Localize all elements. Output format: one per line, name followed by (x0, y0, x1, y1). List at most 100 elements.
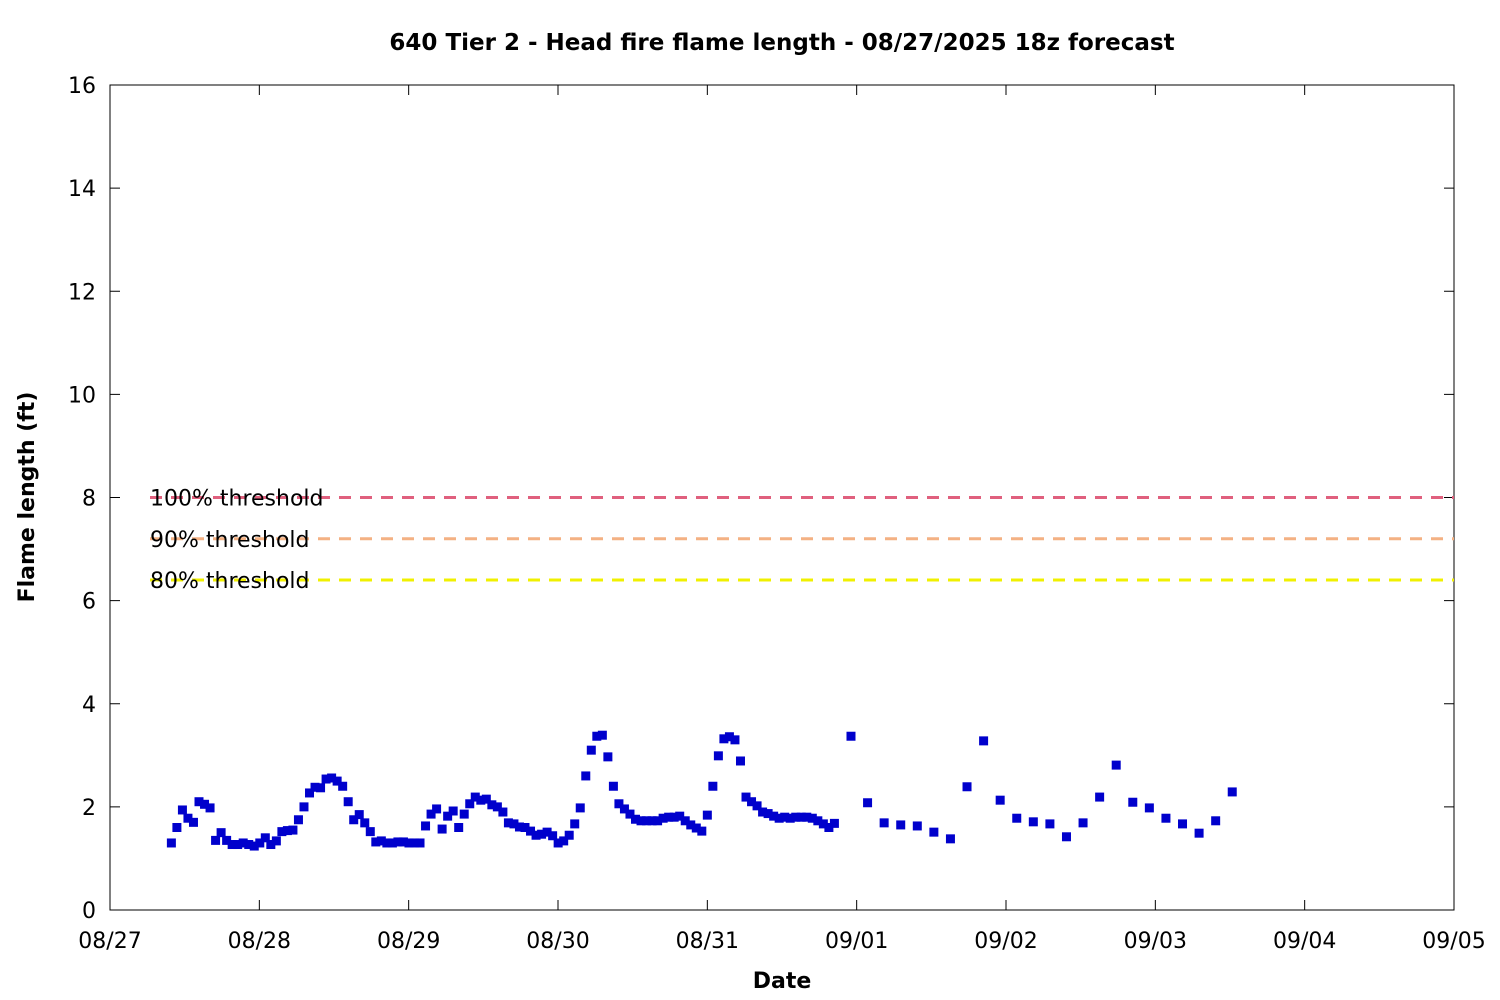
data-point (785, 813, 795, 823)
x-axis-label: Date (753, 969, 812, 994)
x-tick-label: 08/31 (676, 929, 739, 954)
data-point (774, 813, 784, 823)
data-point (432, 804, 442, 814)
data-point (371, 837, 381, 847)
data-point (807, 813, 817, 823)
data-point (1178, 819, 1188, 829)
data-point (1111, 760, 1121, 770)
data-point (332, 776, 342, 786)
data-point (1028, 817, 1038, 827)
data-point (244, 840, 254, 850)
data-point (680, 816, 690, 826)
data-point (1012, 813, 1022, 823)
data-point (387, 838, 397, 848)
data-point (691, 823, 701, 833)
data-point (995, 795, 1005, 805)
data-point (575, 803, 585, 813)
data-point (293, 815, 303, 825)
data-point (360, 818, 370, 828)
data-point (542, 827, 552, 837)
y-tick-label: 0 (82, 899, 96, 924)
y-tick-label: 8 (82, 487, 96, 512)
data-point (211, 835, 221, 845)
x-tick-label: 09/05 (1422, 929, 1485, 954)
data-point (1194, 828, 1204, 838)
data-point (647, 816, 657, 826)
data-point (829, 818, 839, 828)
data-point (747, 797, 757, 807)
x-tick-label: 09/04 (1273, 929, 1336, 954)
data-point (631, 814, 641, 824)
data-point (216, 828, 226, 838)
data-point (282, 826, 292, 836)
data-point (321, 774, 331, 784)
threshold-label: 80% threshold (150, 569, 310, 594)
data-point (531, 830, 541, 840)
data-point (653, 816, 663, 826)
data-point (1227, 787, 1237, 797)
data-point (664, 812, 674, 822)
data-point (459, 809, 469, 819)
data-point (310, 782, 320, 792)
data-point (188, 817, 198, 827)
data-point (1078, 818, 1088, 828)
data-point (177, 805, 187, 815)
data-point (896, 820, 906, 830)
data-point (813, 816, 823, 826)
x-tick-label: 08/29 (377, 929, 440, 954)
y-tick-label: 10 (68, 383, 96, 408)
data-point (597, 730, 607, 740)
data-point (316, 783, 326, 793)
data-point (465, 799, 475, 809)
data-point (719, 734, 729, 744)
data-point (713, 751, 723, 761)
data-point (520, 823, 530, 832)
data-point (581, 771, 591, 781)
data-point (166, 838, 176, 848)
data-point (1061, 832, 1071, 842)
data-point (327, 773, 337, 783)
data-point (780, 812, 790, 822)
data-point (476, 795, 486, 805)
data-point (227, 840, 237, 850)
data-point (183, 813, 193, 823)
data-point (769, 811, 779, 821)
data-point (503, 818, 513, 828)
data-point (338, 781, 348, 791)
data-point (233, 840, 243, 850)
data-point (537, 829, 547, 839)
data-point (686, 820, 696, 830)
data-point (266, 840, 276, 850)
data-point (398, 837, 408, 847)
data-point (349, 815, 359, 825)
data-point (669, 812, 679, 822)
data-point (487, 800, 497, 810)
data-point (658, 813, 668, 823)
x-tick-label: 09/03 (1124, 929, 1187, 954)
data-point (526, 826, 536, 836)
x-tick-label: 09/01 (825, 929, 888, 954)
data-point (343, 797, 353, 807)
data-point (559, 836, 569, 846)
y-tick-label: 4 (82, 693, 96, 718)
data-point (912, 821, 922, 831)
data-point (735, 756, 745, 766)
data-point (509, 819, 519, 829)
data-point (305, 788, 315, 798)
data-point (675, 811, 685, 821)
data-point (708, 781, 718, 791)
data-point (553, 838, 563, 848)
data-point (570, 819, 580, 829)
data-point (415, 838, 425, 848)
data-point (730, 735, 740, 745)
data-point (492, 802, 502, 812)
data-point (426, 809, 436, 819)
data-point (454, 823, 464, 832)
y-axis-label: Flame length (ft) (15, 392, 40, 603)
data-point (437, 824, 447, 834)
data-point (702, 810, 712, 820)
data-point (625, 809, 635, 819)
x-tick-label: 08/30 (526, 929, 589, 954)
threshold-label: 100% threshold (150, 487, 324, 512)
